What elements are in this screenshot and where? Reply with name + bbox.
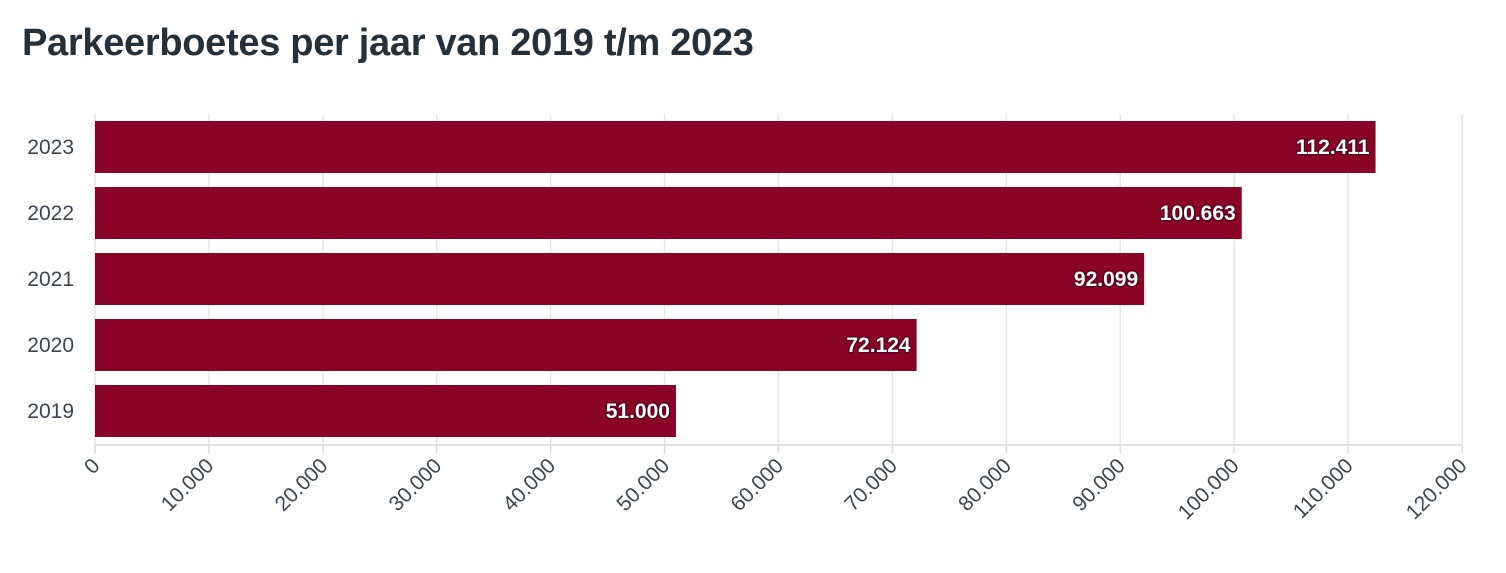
y-tick-label: 2019 (27, 400, 74, 423)
x-tick-label: 20.000 (271, 454, 333, 516)
bar-value-label: 112.411 (1296, 136, 1370, 159)
label-layer: 112.411 100.663 92.099 72.124 51.000 (604, 135, 1371, 425)
x-tick-label: 110.000 (1289, 454, 1358, 523)
y-tick-label: 2020 (27, 334, 74, 357)
chart-title: Parkeerboetes per jaar van 2019 t/m 2023 (22, 22, 754, 64)
bar-value-label: 72.124 (846, 334, 911, 357)
y-tick-label: 2021 (27, 268, 74, 291)
bar-2021 (95, 253, 1145, 305)
y-tick-label: 2023 (27, 136, 74, 159)
x-tick-label: 10.000 (157, 454, 219, 516)
bar-value-label: 51.000 (606, 400, 670, 423)
x-tick-label: 30.000 (385, 454, 447, 516)
x-tick-label: 100.000 (1174, 454, 1244, 524)
bar-value-label: 100.663 (1160, 202, 1236, 225)
bar-layer (95, 121, 1376, 437)
x-tick-label: 80.000 (954, 454, 1016, 516)
x-tick-label: 70.000 (840, 454, 902, 516)
x-tick-label: 0 (80, 454, 105, 479)
x-tick-label: 60.000 (726, 454, 788, 516)
bar-value-label: 92.099 (1074, 268, 1138, 291)
y-tick-label: 2022 (27, 202, 74, 225)
bar-2020 (95, 319, 917, 371)
bar-2019 (95, 385, 676, 437)
bar-2023 (95, 121, 1376, 173)
x-tick-label: 40.000 (499, 454, 561, 516)
bar-2022 (95, 187, 1242, 239)
x-tick-label: 90.000 (1068, 454, 1130, 516)
x-tick-label: 50.000 (612, 454, 674, 516)
x-tick-label: 120.000 (1402, 454, 1472, 524)
